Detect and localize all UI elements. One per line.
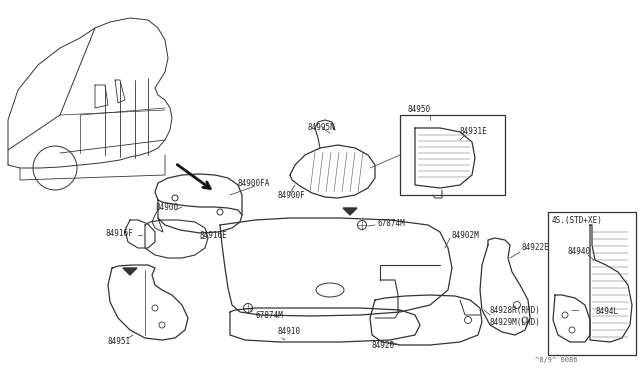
Text: 84931E: 84931E bbox=[460, 128, 488, 137]
Text: ^8/9^ 0086: ^8/9^ 0086 bbox=[535, 357, 577, 363]
Text: 84902M: 84902M bbox=[452, 231, 480, 240]
Text: 84929M(LHD): 84929M(LHD) bbox=[490, 317, 541, 327]
Text: 84916E: 84916E bbox=[200, 231, 228, 241]
Text: 84920: 84920 bbox=[372, 340, 395, 350]
Text: 84940: 84940 bbox=[568, 247, 591, 257]
Text: 8494L: 8494L bbox=[596, 308, 619, 317]
Text: 84951: 84951 bbox=[108, 337, 131, 346]
Text: 84900F: 84900F bbox=[278, 192, 306, 201]
Polygon shape bbox=[123, 268, 137, 275]
Bar bbox=[548, 212, 636, 355]
Text: 84950: 84950 bbox=[408, 106, 431, 115]
Text: 84900: 84900 bbox=[155, 202, 178, 212]
Text: 84900FA: 84900FA bbox=[238, 179, 270, 187]
Text: 84928R(RHD): 84928R(RHD) bbox=[490, 305, 541, 314]
Text: 4S.(STD+XE): 4S.(STD+XE) bbox=[552, 215, 603, 224]
Text: 84910: 84910 bbox=[278, 327, 301, 337]
Bar bbox=[400, 115, 505, 195]
Text: 84995N: 84995N bbox=[308, 122, 336, 131]
Text: 84916F: 84916F bbox=[105, 228, 132, 237]
Text: 84922E: 84922E bbox=[522, 244, 550, 253]
Text: 67874M: 67874M bbox=[255, 311, 283, 320]
Text: 67874M: 67874M bbox=[378, 218, 406, 228]
Polygon shape bbox=[343, 208, 357, 215]
